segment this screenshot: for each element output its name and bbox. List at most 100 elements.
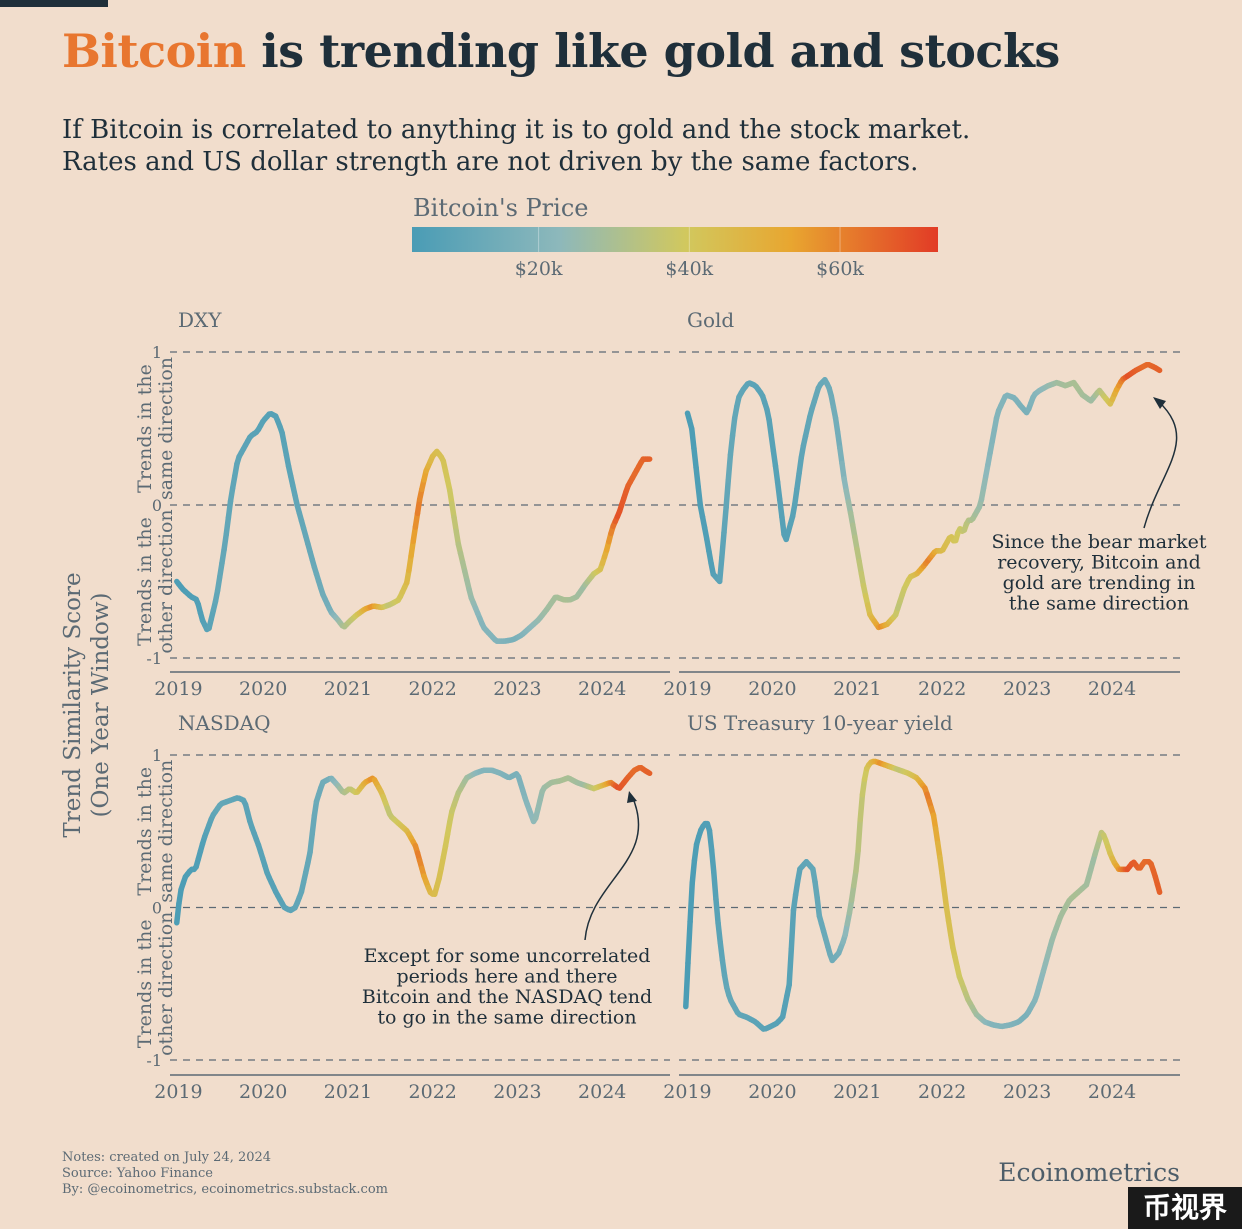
- annotation-line: Except for some uncorrelated: [364, 945, 651, 967]
- x-tick-label: 2021: [324, 1081, 372, 1103]
- y-tick-label: 0: [152, 496, 162, 515]
- footer-notes: Notes: created on July 24, 2024 Source: …: [62, 1150, 388, 1198]
- series-line: [683, 758, 1163, 1032]
- series-segment: [693, 464, 701, 490]
- x-tick-label: 2024: [578, 1081, 626, 1103]
- x-tick-label: 2021: [833, 1081, 881, 1103]
- title-accent: Bitcoin: [62, 24, 246, 78]
- series-segment: [716, 554, 725, 585]
- arrow-head: [1153, 397, 1166, 409]
- arrow-head: [627, 791, 637, 803]
- series-segment: [689, 857, 698, 886]
- panel-2: Gold 2019 2020 2021 2022 2023 2024: [663, 308, 1180, 700]
- y-tick-label: 1: [152, 343, 162, 362]
- annotation-line: to go in the same direction: [377, 1007, 636, 1029]
- x-tick-label: 2022: [409, 1081, 457, 1103]
- x-tick-label: 2023: [1003, 1081, 1051, 1103]
- legend-color-bar: [412, 227, 938, 252]
- y-axis-title: Trend Similarity Score (One Year Window): [60, 572, 114, 837]
- band-upper-line-1: Trends in the: [134, 767, 156, 896]
- series-segment: [814, 894, 823, 919]
- subtitle: If Bitcoin is correlated to anything it …: [62, 114, 970, 178]
- panel-title: DXY: [178, 308, 222, 332]
- series-segment: [855, 816, 863, 854]
- series-segment: [717, 939, 726, 963]
- y-tick-label: 1: [152, 746, 162, 765]
- top-accent-bar: [0, 0, 108, 7]
- panel-title: US Treasury 10-year yield: [687, 711, 953, 735]
- y-axis-title-line-2: (One Year Window): [88, 592, 114, 817]
- series-segment: [721, 504, 729, 536]
- x-tick-label: 2024: [1088, 1081, 1136, 1103]
- x-tick-label: 2019: [663, 678, 711, 700]
- series-segment: [689, 426, 697, 451]
- series-segment: [691, 445, 699, 471]
- series-segment: [941, 887, 950, 910]
- title-rest: is trending like gold and stocks: [245, 24, 1060, 78]
- panel-4: US Treasury 10-year yield 2019 2020 2021 202…: [663, 711, 1180, 1103]
- band-label-lower: Trends in the other direction: [134, 509, 177, 653]
- x-tick-label: 2023: [493, 678, 541, 700]
- band-lower-line-1: Trends in the: [134, 919, 156, 1048]
- series-segment: [788, 907, 797, 952]
- watermark: 币视界: [1128, 1187, 1242, 1229]
- series-segment: [1154, 366, 1163, 374]
- legend-tick-label: $60k: [816, 258, 864, 280]
- series-segment: [1154, 881, 1163, 895]
- band-upper-line-2: same direction: [155, 357, 177, 500]
- x-tick-label: 2022: [918, 1081, 966, 1103]
- x-tick-label: 2023: [1003, 678, 1051, 700]
- series-segment: [786, 946, 795, 988]
- x-tick-label: 2022: [918, 678, 966, 700]
- x-tick-label: 2020: [748, 1081, 796, 1103]
- series-segment: [223, 515, 232, 538]
- band-upper-line-2: same direction: [155, 760, 177, 903]
- annotation-line: periods here and there: [396, 966, 617, 988]
- notes-source: Source: Yahoo Finance: [62, 1166, 213, 1181]
- series-segment: [715, 920, 723, 946]
- series-segment: [777, 496, 785, 520]
- x-tick-label: 2022: [409, 678, 457, 700]
- series-segment: [706, 827, 715, 853]
- series-segment: [644, 769, 653, 777]
- annotation-arrow: [584, 795, 640, 941]
- series-segment: [309, 813, 318, 837]
- series-segment: [711, 869, 719, 902]
- annotation-line: Bitcoin and the NASDAQ tend: [362, 986, 652, 1008]
- series-segment: [307, 831, 315, 856]
- series-segment: [723, 477, 732, 511]
- series-segment: [708, 847, 717, 875]
- series-segment: [729, 415, 738, 439]
- series-segment: [774, 479, 783, 503]
- x-tick-label: 2019: [154, 678, 202, 700]
- subtitle-line-1: If Bitcoin is correlated to anything it …: [62, 115, 971, 145]
- x-tick-label: 2023: [493, 1081, 541, 1103]
- x-tick-label: 2020: [239, 678, 287, 700]
- notes-created: Notes: created on July 24, 2024: [62, 1150, 272, 1165]
- band-label-lower: Trends in the other direction: [134, 912, 177, 1056]
- y-tick-label: -1: [146, 1051, 162, 1070]
- series-segment: [727, 432, 736, 458]
- series-segment: [685, 918, 693, 966]
- x-tick-label: 2019: [154, 1081, 202, 1103]
- series-segment: [719, 529, 727, 561]
- series-segment: [853, 847, 861, 874]
- legend-tick-label: $20k: [515, 258, 563, 280]
- price-legend: Bitcoin's Price $20k $40k $60k: [412, 194, 938, 280]
- y-tick-label: 0: [152, 899, 162, 918]
- band-lower-line-1: Trends in the: [134, 517, 156, 646]
- annotation-line: Since the bear market: [991, 531, 1206, 553]
- series-line: [684, 362, 1163, 631]
- series-segment: [857, 792, 866, 823]
- series-segment: [687, 880, 695, 925]
- panel-title: NASDAQ: [178, 711, 271, 735]
- subtitle-line-2: Rates and US dollar strength are not dri…: [62, 147, 919, 177]
- annotation-line: recovery, Bitcoin and: [997, 552, 1201, 574]
- x-tick-label: 2019: [663, 1081, 711, 1103]
- band-label-upper: Trends in the same direction: [134, 357, 177, 500]
- page-title: Bitcoin is trending like gold and stocks: [62, 24, 1060, 78]
